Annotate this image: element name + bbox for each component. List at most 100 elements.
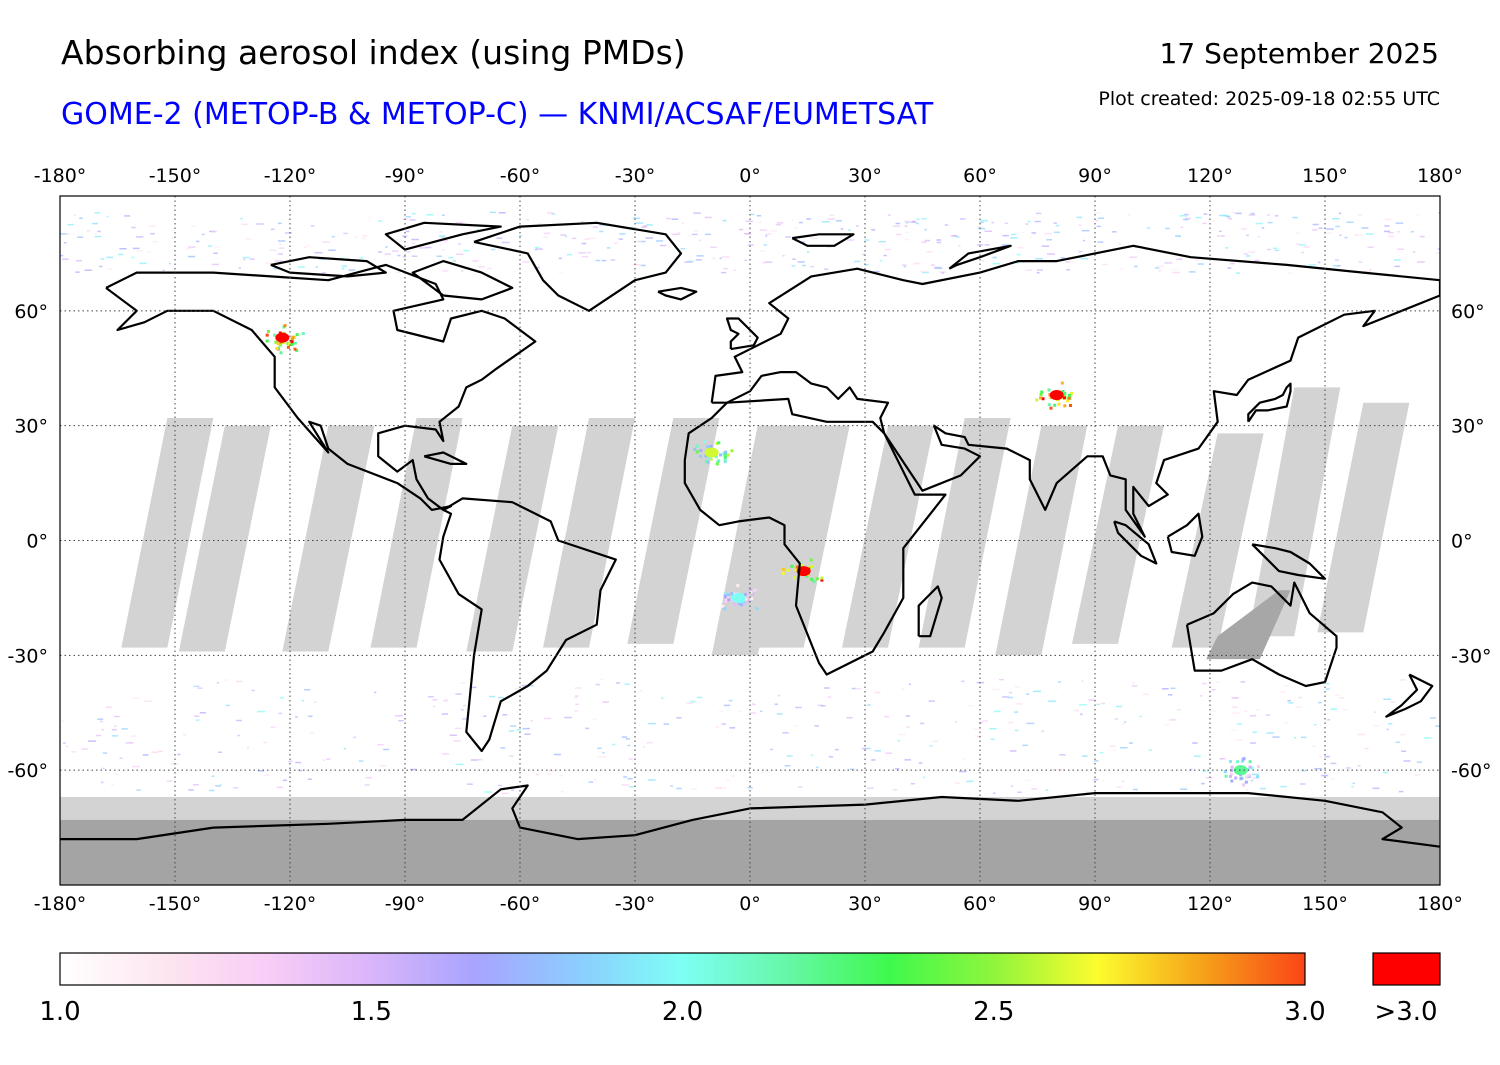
speckle	[991, 221, 994, 224]
speckle	[878, 240, 886, 243]
speckle	[218, 751, 222, 753]
hotspot-pixel	[709, 444, 713, 448]
speckle	[419, 247, 427, 249]
lon-tick-label-bottom: -120°	[264, 893, 317, 915]
speckle	[1330, 708, 1338, 710]
speckle	[1025, 779, 1032, 782]
hotspot-pixel	[275, 346, 279, 350]
speckle	[1128, 214, 1131, 216]
lat-tick-label-right: -60°	[1451, 760, 1492, 782]
speckle	[1216, 235, 1221, 237]
speckle	[898, 733, 906, 736]
speckle	[647, 779, 656, 781]
speckle	[362, 235, 367, 237]
lon-tick-label-bottom: -30°	[615, 893, 656, 915]
speckle	[461, 718, 469, 720]
speckle	[277, 253, 284, 255]
speckle	[1369, 269, 1372, 271]
speckle	[721, 256, 730, 258]
speckle	[1330, 777, 1336, 780]
speckle	[1165, 227, 1170, 230]
speckle	[731, 775, 735, 777]
speckle	[1101, 780, 1105, 782]
speckle	[566, 253, 572, 256]
speckle	[1095, 219, 1099, 222]
speckle	[308, 715, 313, 718]
speckle	[1383, 698, 1392, 701]
hotspot-pixel	[288, 342, 292, 346]
hotspot-pixel	[1257, 765, 1261, 769]
speckle	[1161, 687, 1169, 690]
hotspot-pixel	[1068, 404, 1072, 408]
speckle	[410, 768, 417, 771]
coastline-novaya-zemlya	[948, 244, 1012, 270]
speckle	[715, 726, 720, 728]
speckle	[1231, 712, 1240, 714]
speckle	[448, 256, 454, 259]
hotspot-pixel	[724, 592, 728, 596]
hotspot-central-asia-plume	[1049, 390, 1064, 401]
speckle	[1334, 259, 1340, 261]
speckle	[592, 718, 597, 721]
speckle	[1250, 742, 1256, 744]
speckle	[1079, 703, 1087, 706]
speckle	[1199, 695, 1203, 697]
speckle	[798, 221, 803, 224]
speckle	[1194, 755, 1201, 758]
hotspot-pixel	[1242, 783, 1246, 787]
speckle	[443, 240, 448, 242]
speckle	[86, 230, 91, 232]
no-data-swath	[757, 425, 850, 648]
lon-tick-label-top: -60°	[500, 165, 541, 187]
speckle	[1114, 718, 1118, 720]
speckle	[470, 759, 479, 761]
speckle	[1029, 235, 1033, 238]
speckle	[364, 784, 370, 786]
hotspot-pixel	[1047, 403, 1051, 407]
no-data-swath	[1206, 590, 1291, 660]
speckle	[436, 255, 442, 258]
hotspot-pixel	[719, 453, 723, 457]
speckle	[245, 238, 252, 240]
speckle	[1301, 769, 1307, 772]
speckle	[1318, 227, 1323, 229]
speckle	[105, 706, 113, 708]
no-data-swath	[370, 418, 463, 648]
speckle	[131, 226, 136, 229]
speckle	[94, 232, 97, 235]
speckle	[1357, 765, 1361, 767]
hotspot-pixel	[743, 593, 747, 597]
speckle	[991, 688, 1000, 691]
speckle	[1171, 268, 1178, 271]
speckle	[641, 226, 647, 228]
hotspot-pixel	[820, 576, 824, 580]
speckle	[776, 222, 784, 224]
lon-tick-label-top: -90°	[385, 165, 426, 187]
speckle	[354, 236, 358, 238]
speckle	[1197, 263, 1204, 265]
speckle	[1102, 263, 1108, 266]
speckle	[912, 220, 916, 223]
hotspot-pixel	[1060, 381, 1064, 385]
speckle	[874, 691, 881, 694]
speckle	[864, 263, 869, 266]
speckle	[1017, 791, 1022, 793]
speckle	[1423, 737, 1432, 739]
speckle	[277, 240, 286, 242]
hotspot-pixel	[1246, 773, 1250, 777]
speckle	[170, 763, 178, 765]
speckle	[1344, 236, 1348, 239]
speckle	[101, 728, 104, 731]
speckle	[629, 785, 635, 788]
hotspot-pixel	[1039, 396, 1043, 400]
speckle	[792, 258, 796, 260]
colorbar-tick-label: 1.5	[351, 997, 392, 1027]
speckle	[1394, 265, 1401, 268]
speckle	[817, 704, 823, 707]
speckle	[936, 241, 942, 244]
speckle	[1246, 234, 1249, 237]
speckle	[1211, 710, 1216, 712]
speckle	[526, 218, 530, 221]
speckle	[348, 269, 355, 271]
speckle	[603, 224, 608, 227]
